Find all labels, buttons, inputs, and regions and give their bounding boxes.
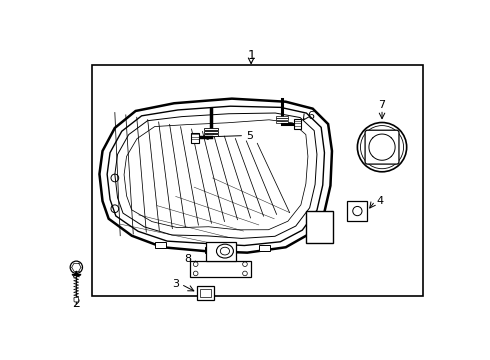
FancyBboxPatch shape [365,130,399,164]
Bar [306,211,333,243]
FancyBboxPatch shape [74,297,78,302]
Bar [294,120,301,129]
Text: 6: 6 [307,111,315,121]
Bar [276,118,288,120]
Bar [190,261,251,276]
Text: 4: 4 [377,196,384,206]
Bar [200,289,211,297]
Bar [204,134,218,136]
Bar [205,247,216,253]
Text: 5: 5 [245,131,253,141]
Text: 1: 1 [247,49,255,62]
Text: 3: 3 [172,279,179,289]
Bar [191,132,199,143]
Bar [347,201,368,221]
Bar [92,65,423,296]
Text: 8: 8 [185,254,192,264]
Bar [155,242,166,248]
Bar [204,128,218,130]
Bar [276,121,288,123]
Bar [206,242,236,261]
Bar [204,131,218,133]
Text: 2: 2 [73,297,80,310]
Bar [259,245,270,251]
Bar [276,116,288,117]
Text: 7: 7 [378,100,386,110]
Bar [197,286,214,300]
